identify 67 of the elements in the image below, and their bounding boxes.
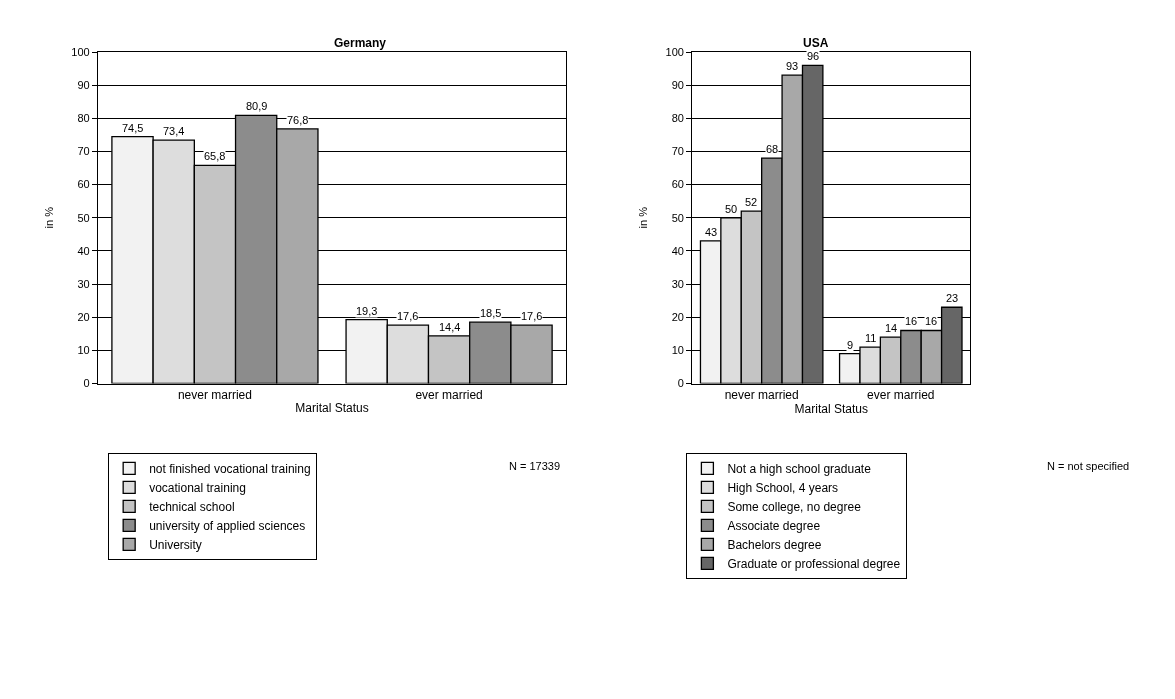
y-tick-label: 70 [77,145,90,158]
y-tick-label: 30 [671,277,684,290]
data-label: 11 [865,332,877,344]
y-tick-label: 30 [77,277,90,290]
y-axis-title: in % [637,206,650,229]
data-label: 43 [705,226,718,238]
data-label: 17,6 [397,310,419,322]
data-label: 9 [847,339,854,351]
x-tick-label: ever married [415,387,483,402]
x-tick-label: never married [724,387,799,402]
x-tick-label: never married [177,387,252,402]
y-tick-label: 100 [71,45,90,58]
text: N = 17339 [509,460,561,472]
y-tick-label: 40 [77,244,90,257]
data-label: 80,9 [246,100,268,112]
legend-label: University [149,538,202,553]
y-tick-label: 50 [77,211,90,224]
y-tick-label: 100 [665,45,684,58]
data-label: 50 [725,203,738,215]
data-label: 52 [745,196,758,208]
chart-title: USA [803,36,829,50]
y-tick-label: 60 [77,178,90,191]
text: N = not specified [1047,460,1130,472]
y-tick-label: 20 [671,311,684,324]
y-tick-label: 10 [77,344,90,357]
data-label: 16 [905,315,918,327]
y-tick-label: 90 [671,79,684,92]
data-label: 14 [885,322,898,334]
y-tick-label: 90 [77,79,90,92]
legend-label: Graduate or professional degree [727,557,901,572]
data-label: 68 [766,143,779,155]
legend-label: Bachelors degree [727,538,822,553]
data-label: 76,8 [287,114,309,126]
legend-label: High School, 4 years [727,481,839,496]
data-label: 19,3 [356,305,378,317]
y-tick-label: 80 [671,112,684,125]
legend-label: vocational training [149,481,246,496]
y-tick-label: 80 [77,112,90,125]
legend-label: Not a high school graduate [727,462,872,477]
legend-label: technical school [149,500,235,515]
y-tick-label: 60 [671,178,684,191]
legend-label: university of applied sciences [149,519,306,534]
legend-label: Some college, no degree [727,500,862,515]
y-tick-label: 70 [671,145,684,158]
y-tick-label: 40 [671,244,684,257]
data-label: 23 [946,292,959,304]
data-label: 65,8 [204,150,226,162]
y-tick-label: 50 [671,211,684,224]
y-tick-label: 10 [671,344,684,357]
y-axis-title: in % [42,206,55,229]
y-tick-label: 0 [83,377,90,390]
data-label: 73,4 [163,125,185,137]
data-label: 16 [925,315,938,327]
legend-label: Associate degree [727,519,821,534]
data-label: 96 [807,50,820,62]
data-label: 74,5 [122,122,144,134]
legend-label: not finished vocational training [149,462,311,477]
data-label: 18,5 [480,307,502,319]
x-axis-title: Marital Status [295,400,369,415]
x-axis-title: Marital Status [794,401,868,416]
y-tick-label: 20 [77,311,90,324]
chart-title: Germany [334,36,387,50]
y-tick-label: 0 [677,377,684,390]
x-tick-label: ever married [867,387,935,402]
data-label: 14,4 [439,321,461,333]
data-label: 93 [786,60,799,72]
data-label: 17,6 [521,310,543,322]
